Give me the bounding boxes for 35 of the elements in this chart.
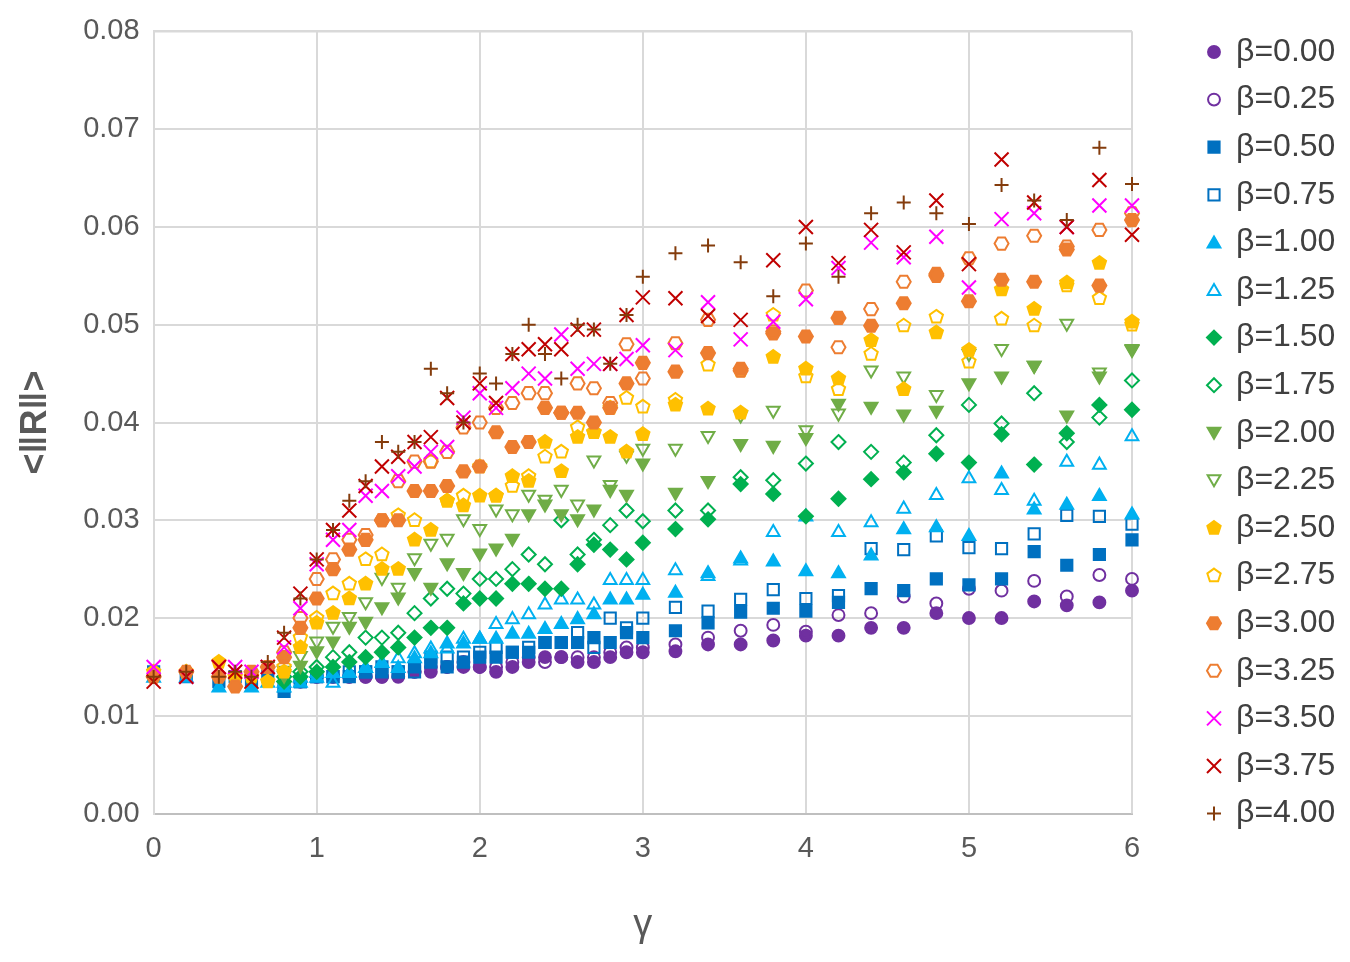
x-tick-label: 6 (1123, 831, 1141, 863)
y-tick-label: 0.02 (83, 600, 140, 633)
x-tick-label: 0 (145, 831, 162, 863)
y-tick-label: 0.07 (83, 111, 140, 144)
legend-label: β=0.00 (1236, 31, 1336, 68)
legend-label: β=2.75 (1236, 555, 1336, 592)
y-tick-label: 0.08 (83, 13, 140, 46)
x-tick-label: 1 (308, 831, 325, 863)
y-tick-label: 0.06 (83, 208, 140, 241)
legend-label: β=2.00 (1236, 412, 1336, 449)
legend-label: β=3.25 (1236, 650, 1336, 687)
x-axis-title: γ (633, 901, 653, 944)
y-axis-title: <‖R‖> (12, 370, 54, 475)
x-tick-label: 3 (634, 831, 651, 863)
legend-label: β=2.50 (1236, 507, 1336, 544)
legend-label: β=3.75 (1236, 745, 1336, 782)
legend-label: β=1.00 (1236, 222, 1336, 259)
x-tick-label: 5 (960, 831, 978, 863)
legend-label: β=4.00 (1236, 793, 1336, 830)
legend-label: β=0.25 (1236, 79, 1336, 116)
y-tick-label: 0.04 (83, 404, 140, 437)
x-tick-label: 4 (797, 831, 814, 863)
legend-label: β=1.25 (1236, 269, 1336, 306)
y-tick-label: 0.05 (83, 306, 140, 339)
x-tick-label: 2 (471, 831, 488, 863)
legend-label: β=3.50 (1236, 698, 1336, 735)
y-tick-label: 0.00 (83, 795, 140, 828)
legend-label: β=2.25 (1236, 460, 1336, 497)
legend-label: β=1.75 (1236, 365, 1336, 402)
legend-label: β=0.50 (1236, 127, 1336, 164)
y-tick-label: 0.01 (83, 697, 140, 730)
y-tick-label: 0.03 (83, 502, 140, 535)
legend-label: β=1.50 (1236, 317, 1336, 354)
legend-label: β=3.00 (1236, 603, 1336, 640)
legend-label: β=0.75 (1236, 174, 1336, 211)
